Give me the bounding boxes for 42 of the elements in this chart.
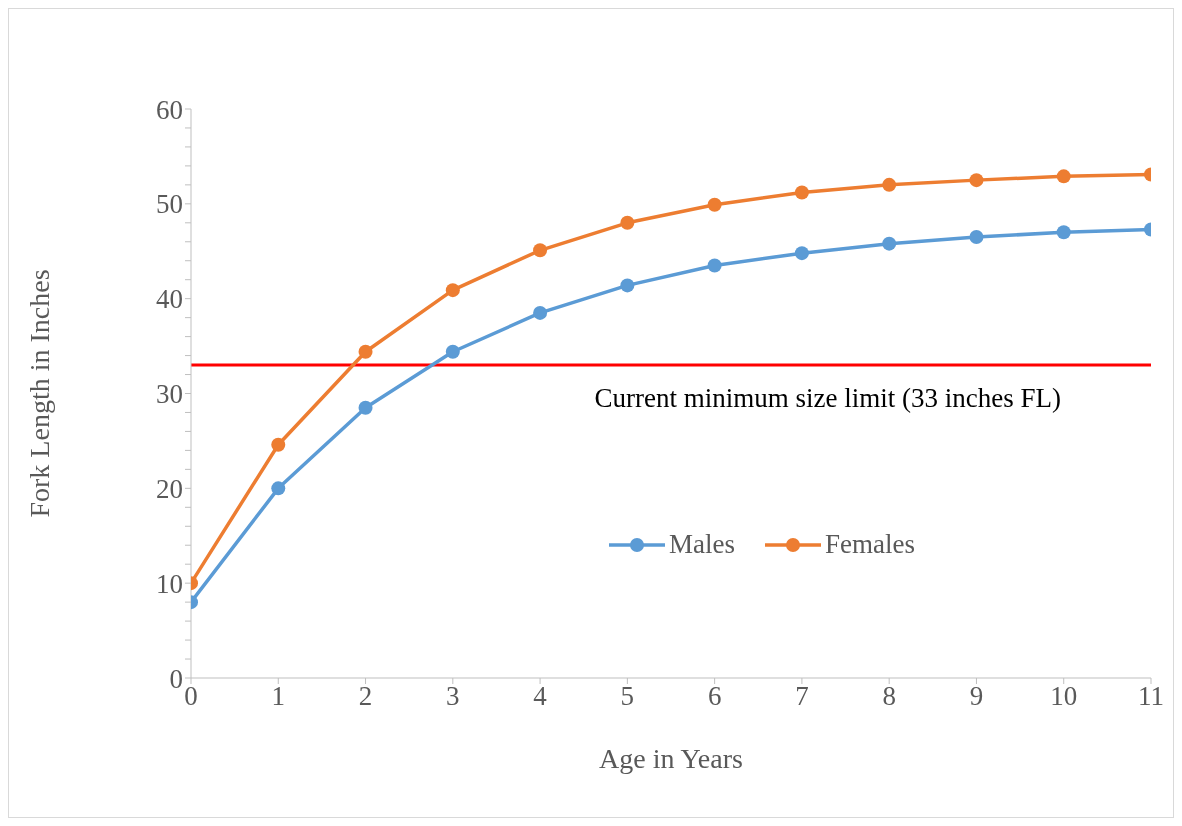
x-tick-label: 3 bbox=[446, 681, 460, 712]
y-tick-label: 20 bbox=[156, 473, 183, 504]
x-tick-label: 8 bbox=[882, 681, 896, 712]
x-tick-label: 5 bbox=[620, 681, 635, 712]
point bbox=[707, 197, 722, 212]
x-tick-label: 6 bbox=[707, 681, 722, 712]
legend-label: Females bbox=[824, 529, 915, 560]
point bbox=[794, 246, 809, 261]
x-tick-label: 1 bbox=[271, 681, 286, 712]
point bbox=[707, 258, 722, 273]
x-tick-label: 10 bbox=[1050, 681, 1078, 712]
x-tick-label: 11 bbox=[1138, 681, 1164, 712]
point bbox=[620, 278, 635, 293]
legend-label: Males bbox=[669, 529, 735, 560]
y-tick-label: 40 bbox=[156, 284, 183, 315]
point bbox=[533, 305, 548, 320]
point bbox=[358, 344, 373, 359]
y-tick-label: 50 bbox=[156, 189, 183, 220]
point bbox=[882, 177, 897, 192]
point bbox=[271, 481, 286, 496]
point bbox=[1056, 225, 1071, 240]
x-axis-title: Age in Years bbox=[599, 743, 743, 774]
point bbox=[533, 243, 548, 258]
x-tick-label: 2 bbox=[358, 681, 373, 712]
y-tick-label: 60 bbox=[156, 94, 183, 125]
point bbox=[794, 185, 809, 200]
x-tick-label: 4 bbox=[533, 681, 548, 712]
point bbox=[882, 236, 897, 251]
point bbox=[969, 230, 984, 245]
point bbox=[445, 283, 460, 298]
y-axis-title: Fork Length in Inches bbox=[23, 269, 55, 518]
x-tick-label: 9 bbox=[969, 681, 984, 712]
point bbox=[1056, 169, 1071, 184]
point bbox=[969, 173, 984, 188]
point bbox=[358, 400, 373, 415]
point bbox=[271, 437, 286, 452]
y-tick-label: 30 bbox=[156, 379, 183, 410]
point bbox=[445, 344, 460, 359]
point bbox=[620, 215, 635, 230]
y-tick-label: 10 bbox=[156, 568, 183, 599]
ref-line-label: Current minimum size limit (33 inches FL) bbox=[594, 383, 1061, 414]
x-tick-label: 7 bbox=[795, 681, 809, 712]
